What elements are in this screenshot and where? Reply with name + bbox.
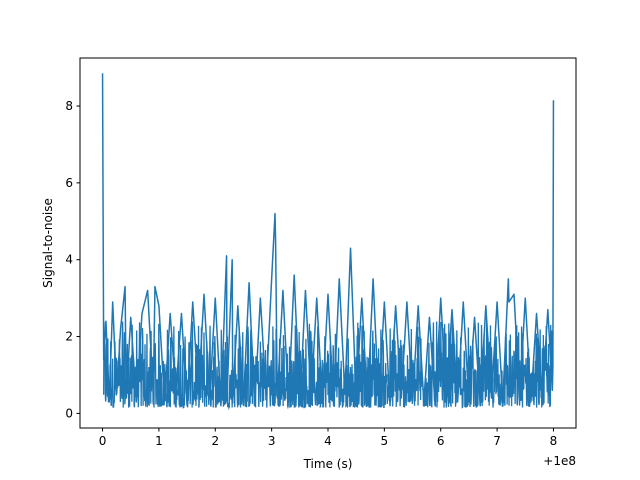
x-axis-offset-label: +1e8 (543, 454, 576, 468)
y-tick-label: 6 (65, 176, 73, 190)
y-tick-label: 4 (65, 253, 73, 267)
x-tick-label: 5 (381, 434, 389, 448)
series-line-0 (101, 73, 555, 407)
y-axis: 0 2 4 6 8 (65, 99, 80, 420)
x-tick-label: 1 (155, 434, 163, 448)
y-axis-label: Signal-to-noise (41, 198, 55, 288)
x-tick-label: 7 (493, 434, 501, 448)
x-tick-label: 2 (211, 434, 219, 448)
x-tick-label: 6 (437, 434, 445, 448)
x-tick-label: 4 (324, 434, 332, 448)
x-axis-label: Time (s) (303, 457, 353, 471)
y-tick-label: 0 (65, 406, 73, 420)
x-tick-label: 8 (550, 434, 558, 448)
x-tick-label: 0 (99, 434, 107, 448)
y-tick-label: 2 (65, 330, 73, 344)
y-tick-label: 8 (65, 99, 73, 113)
x-tick-label: 3 (268, 434, 276, 448)
x-axis: 0 1 2 3 4 5 6 7 8 (99, 428, 558, 448)
plot-layer (101, 73, 555, 411)
